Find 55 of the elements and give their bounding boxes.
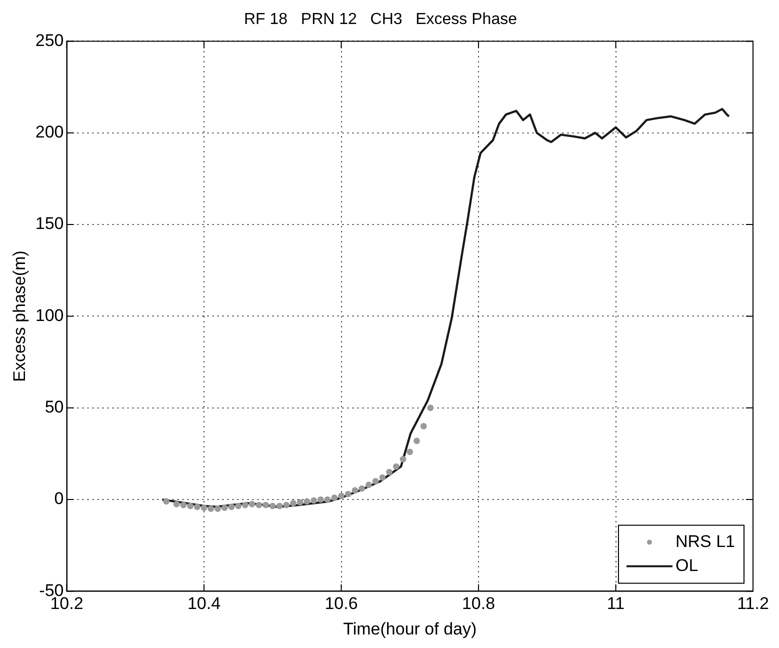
point	[208, 506, 214, 512]
point	[248, 500, 256, 508]
point	[173, 500, 180, 508]
point	[276, 502, 283, 510]
point	[163, 498, 170, 505]
point	[324, 496, 331, 503]
point	[235, 502, 242, 510]
point	[194, 504, 200, 510]
point	[414, 438, 420, 444]
point	[386, 468, 392, 476]
x-tick-label: 10.8	[462, 594, 496, 614]
point	[338, 492, 344, 500]
point	[372, 478, 379, 484]
y-axis-title: Excess phase(m)	[10, 250, 29, 382]
point	[214, 506, 221, 512]
point	[406, 448, 414, 456]
x-tick-label: 10.4	[187, 594, 221, 614]
y-tick-label: 50	[44, 398, 64, 417]
point	[352, 487, 358, 494]
point	[256, 502, 262, 508]
chart-title: RF 18 PRN 12 CH3 Excess Phase	[244, 11, 518, 28]
point	[392, 463, 400, 470]
point	[200, 504, 208, 511]
point	[344, 490, 352, 498]
point	[228, 504, 235, 510]
point	[304, 498, 310, 505]
x-tick-label: 10.6	[324, 594, 358, 614]
y-tick-label: 0	[54, 489, 64, 508]
point	[400, 456, 406, 462]
point	[420, 423, 427, 430]
point	[366, 482, 372, 488]
x-axis-title: Time(hour of day)	[343, 619, 477, 638]
point	[180, 502, 187, 508]
point	[269, 502, 276, 510]
point	[283, 502, 290, 508]
point	[427, 404, 434, 412]
point	[296, 499, 304, 506]
point	[358, 485, 366, 492]
point	[290, 500, 296, 506]
x-tick-label: 11	[606, 594, 625, 614]
legend-label: OL	[675, 556, 698, 575]
y-tick-label: 150	[35, 214, 64, 234]
point	[379, 474, 386, 481]
point	[262, 502, 269, 508]
point	[317, 496, 324, 503]
y-tick-label: 200	[35, 122, 64, 142]
y-tick-label: 100	[35, 306, 64, 325]
point	[221, 504, 228, 511]
point	[310, 497, 318, 504]
point	[331, 494, 338, 501]
y-tick-label: 250	[35, 30, 64, 50]
x-tick-label: 11.2	[737, 594, 769, 614]
legend-label: NRS L1	[675, 532, 736, 551]
point	[242, 502, 248, 508]
point	[187, 502, 194, 510]
